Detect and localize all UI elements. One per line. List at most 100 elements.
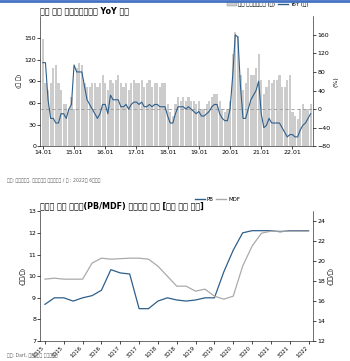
Bar <box>214 94 216 146</box>
Bar <box>239 75 241 146</box>
Bar <box>151 87 153 146</box>
Bar <box>198 101 200 146</box>
Bar <box>73 109 75 146</box>
Bar <box>83 83 85 146</box>
Bar <box>135 83 138 146</box>
Bar <box>281 87 283 146</box>
Bar <box>255 68 257 146</box>
Bar <box>232 54 234 146</box>
Bar <box>60 90 62 146</box>
Bar <box>154 83 156 146</box>
Text: 자료: Dart, 유안타증권 리서치센터: 자료: Dart, 유안타증권 리서치센터 <box>7 353 57 358</box>
Bar <box>114 80 117 146</box>
Bar <box>70 97 72 146</box>
Bar <box>304 109 307 146</box>
Bar <box>211 97 213 146</box>
Bar <box>65 104 67 146</box>
Bar <box>307 109 309 146</box>
Bar <box>205 104 208 146</box>
Bar <box>164 83 166 146</box>
Bar <box>180 101 182 146</box>
Y-axis label: (천원/매): (천원/매) <box>328 267 334 285</box>
Bar <box>146 83 148 146</box>
Bar <box>187 97 190 146</box>
Bar <box>200 109 203 146</box>
Bar <box>68 109 70 146</box>
Bar <box>208 101 210 146</box>
Y-axis label: (%): (%) <box>333 76 338 87</box>
Bar <box>245 83 247 146</box>
Bar <box>91 83 93 146</box>
Bar <box>296 119 299 146</box>
Bar <box>284 87 286 146</box>
Bar <box>258 54 260 146</box>
Bar <box>237 36 239 146</box>
Bar <box>99 83 101 146</box>
Bar <box>250 75 252 146</box>
Bar <box>109 80 112 146</box>
Bar <box>278 75 281 146</box>
Bar <box>309 104 312 146</box>
Bar <box>193 101 195 146</box>
Bar <box>107 90 109 146</box>
Bar <box>252 75 254 146</box>
Bar <box>302 104 304 146</box>
Bar <box>265 87 267 146</box>
Bar <box>94 83 96 146</box>
Bar <box>271 83 273 146</box>
Bar <box>218 101 221 146</box>
Text: 분기별 주요 판재료(PB/MDF) 매입단가 추이 [분기 누계 기준]: 분기별 주요 판재료(PB/MDF) 매입단가 추이 [분기 누계 기준] <box>40 201 204 210</box>
Bar <box>104 83 106 146</box>
Bar <box>143 87 145 146</box>
Text: 월별 전국 주택매매거래량 YoY 추이: 월별 전국 주택매매거래량 YoY 추이 <box>40 6 129 16</box>
Bar <box>268 80 270 146</box>
Bar <box>291 112 294 146</box>
Bar <box>299 109 301 146</box>
Bar <box>117 75 119 146</box>
Bar <box>247 68 249 146</box>
Bar <box>242 90 244 146</box>
Bar <box>289 75 291 146</box>
Bar <box>167 104 169 146</box>
Bar <box>52 68 54 146</box>
Text: 자료: 국토교통부, 유안타증권 리서치센터 / 주 : 2022년 6월까지: 자료: 국토교통부, 유안타증권 리서치센터 / 주 : 2022년 6월까지 <box>7 178 100 183</box>
Bar <box>148 80 150 146</box>
Bar <box>81 65 83 146</box>
Legend: 전국 주택매매거래 (좌), YoY (우): 전국 주택매매거래 (좌), YoY (우) <box>225 0 310 10</box>
Bar <box>224 112 226 146</box>
Bar <box>174 104 176 146</box>
Bar <box>276 80 278 146</box>
Bar <box>50 83 52 146</box>
Y-axis label: (만 건): (만 건) <box>16 74 22 88</box>
Y-axis label: (천원/매): (천원/매) <box>20 267 26 285</box>
Bar <box>229 101 231 146</box>
Bar <box>112 83 114 146</box>
Bar <box>182 97 184 146</box>
Bar <box>138 83 140 146</box>
Bar <box>125 83 127 146</box>
Bar <box>203 109 205 146</box>
Bar <box>55 65 57 146</box>
Bar <box>86 87 88 146</box>
Bar <box>190 101 192 146</box>
Bar <box>286 80 288 146</box>
Bar <box>127 90 130 146</box>
Bar <box>226 109 229 146</box>
Bar <box>47 90 49 146</box>
Bar <box>263 94 265 146</box>
Legend: PB, MDF: PB, MDF <box>193 195 242 204</box>
Bar <box>44 83 47 146</box>
Bar <box>216 94 218 146</box>
Bar <box>169 112 171 146</box>
Bar <box>120 83 122 146</box>
Bar <box>96 87 99 146</box>
Bar <box>141 80 143 146</box>
Bar <box>273 80 275 146</box>
Bar <box>234 32 236 146</box>
Bar <box>133 80 135 146</box>
Bar <box>159 87 161 146</box>
Bar <box>102 75 104 146</box>
Bar <box>177 97 179 146</box>
Bar <box>260 80 262 146</box>
Bar <box>57 83 60 146</box>
